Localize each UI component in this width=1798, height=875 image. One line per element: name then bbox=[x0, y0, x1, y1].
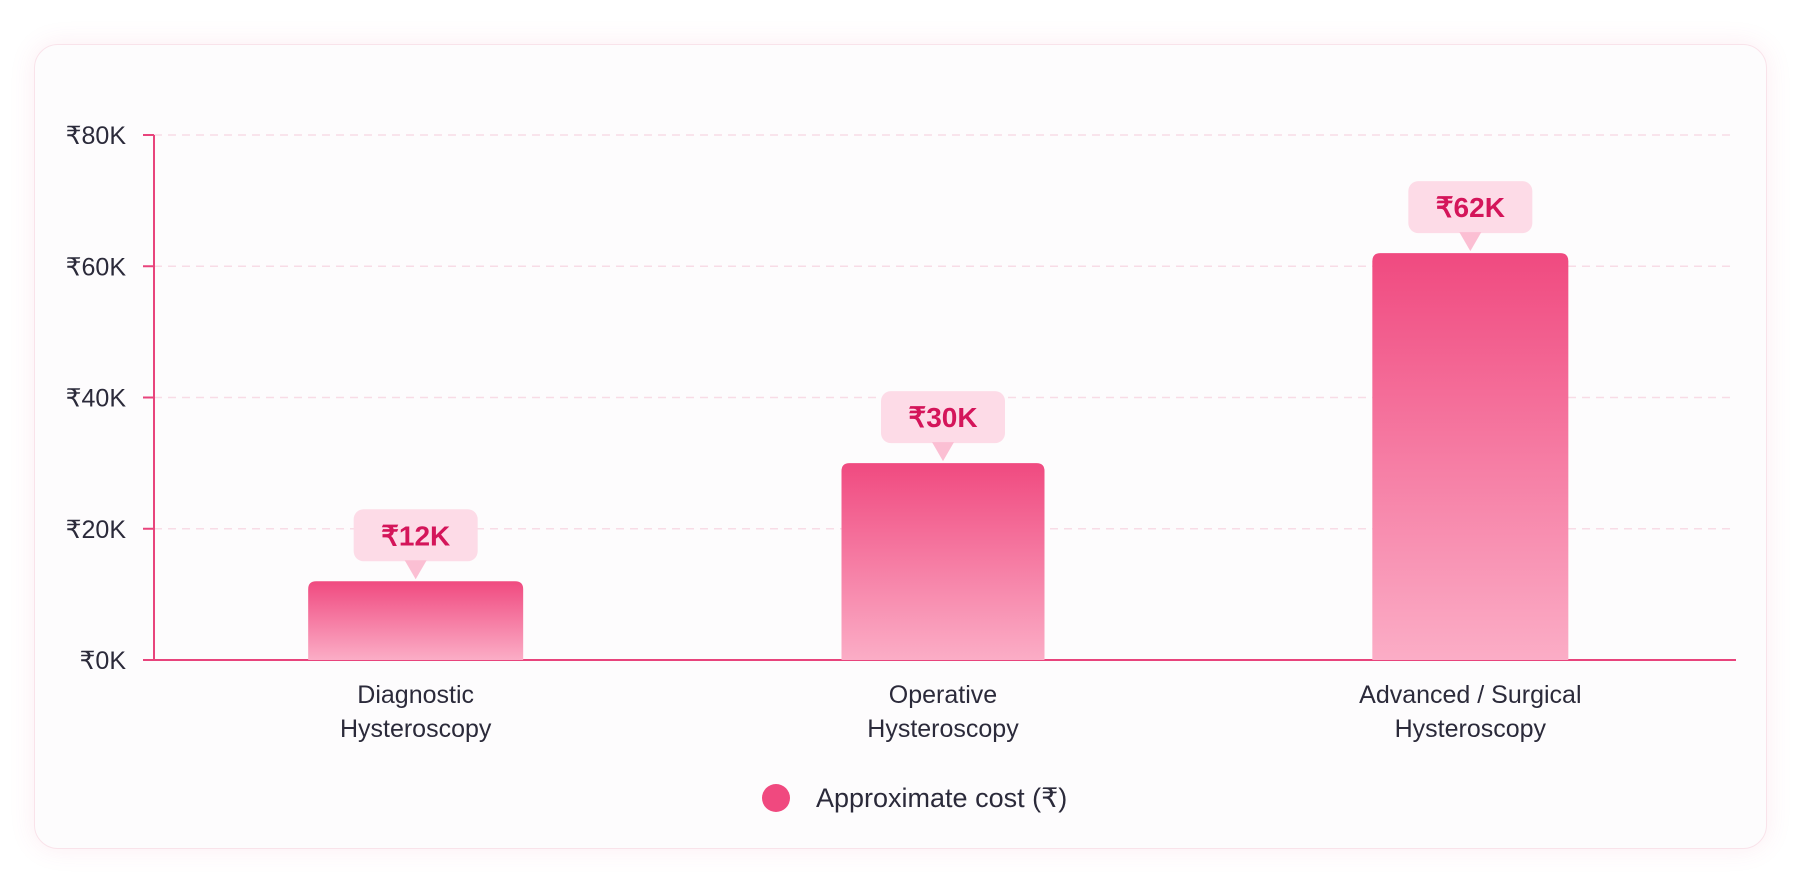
bar bbox=[1372, 253, 1569, 660]
legend: Approximate cost (₹) bbox=[762, 778, 1067, 818]
data-label-bubble bbox=[353, 509, 478, 562]
y-tick-label: ₹80K bbox=[66, 122, 127, 150]
x-tick-labels: Diagnostic Hysteroscopy Operative Hysterosc… bbox=[340, 681, 1582, 743]
y-tick-label: ₹60K bbox=[66, 253, 127, 281]
x-tick-label: Operative bbox=[889, 681, 997, 709]
y-tick-label: ₹20K bbox=[66, 516, 127, 544]
x-tick-label: Hysteroscopy bbox=[340, 715, 492, 743]
data-label-pointer bbox=[404, 560, 427, 580]
bar bbox=[841, 463, 1045, 660]
bars bbox=[308, 253, 1569, 660]
data-label: ₹30K bbox=[908, 402, 977, 433]
x-tick-label: Diagnostic bbox=[357, 681, 474, 709]
data-label: ₹62K bbox=[1436, 192, 1505, 223]
data-label-bubble bbox=[881, 391, 1005, 444]
y-tick-label: ₹40K bbox=[66, 385, 127, 413]
x-tick-label: Hysteroscopy bbox=[1395, 715, 1547, 743]
y-tick-labels: ₹0K ₹20K ₹40K ₹60K ₹80K bbox=[66, 122, 127, 675]
y-tick-label: ₹0K bbox=[80, 647, 127, 675]
legend-swatch bbox=[762, 784, 790, 812]
x-tick-label: Advanced / Surgical bbox=[1359, 681, 1581, 709]
bar bbox=[308, 581, 524, 660]
data-label-pointer bbox=[932, 442, 954, 462]
data-label-pointer bbox=[1459, 232, 1482, 252]
legend-label: Approximate cost (₹) bbox=[816, 782, 1068, 813]
data-label-bubble bbox=[1408, 181, 1533, 234]
x-tick-label: Hysteroscopy bbox=[867, 715, 1019, 743]
data-label: ₹12K bbox=[381, 520, 450, 551]
data-labels: ₹12K ₹30K ₹62K bbox=[353, 181, 1533, 580]
